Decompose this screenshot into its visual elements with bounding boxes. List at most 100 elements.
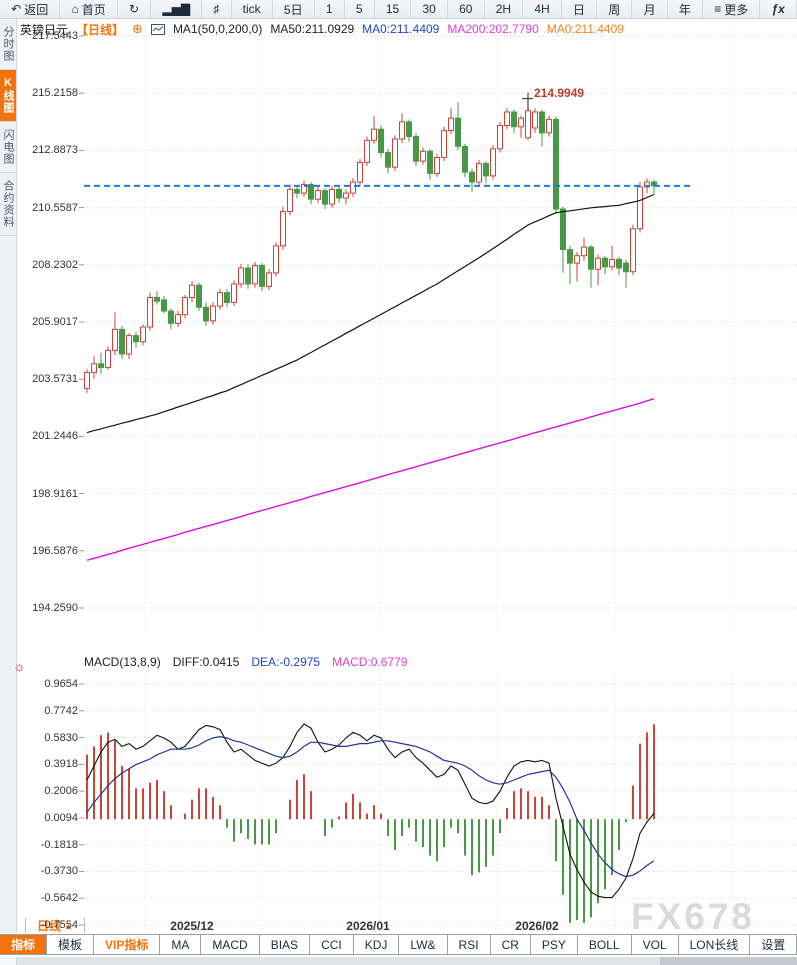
- toolbar-chart-type[interactable]: ▂▅▇: [151, 0, 203, 18]
- macd-axis-label: -0.1818: [40, 839, 78, 851]
- toolbar-label: 日: [573, 2, 586, 17]
- price-axis-label: 205.9017: [32, 316, 78, 328]
- bottom-tab-macd[interactable]: MACD: [201, 935, 260, 954]
- toolbar-tf-1[interactable]: 1: [315, 0, 345, 18]
- symbol-name: 英镑日元: [20, 22, 69, 37]
- kline-window-icon[interactable]: [150, 23, 165, 35]
- toolbar-tf-month[interactable]: 月: [632, 0, 668, 18]
- toolbar-more[interactable]: ≡ 更多: [703, 0, 761, 18]
- sliders-icon: ♯: [213, 2, 220, 16]
- toolbar-indicator-settings[interactable]: ♯: [202, 0, 232, 18]
- bottom-tab-kdj[interactable]: KDJ: [354, 935, 400, 954]
- ma50-value: MA50:211.0929: [270, 22, 355, 36]
- macd-axis-label: 0.9654: [44, 678, 78, 690]
- toolbar-label: 首页: [81, 2, 106, 17]
- macd-diff-value: DIFF:0.0415: [172, 655, 240, 669]
- period-selector[interactable]: 日线 ▲: [25, 918, 85, 933]
- scrollbar-corner: [0, 957, 17, 965]
- toolbar-tf-2h[interactable]: 2H: [485, 0, 524, 18]
- price-axis-label: 208.2302: [32, 259, 78, 271]
- bottom-tab-vol[interactable]: VOL: [632, 935, 679, 954]
- price-axis-label: 212.8873: [32, 144, 78, 156]
- price-axis-label: 203.5731: [32, 373, 78, 385]
- toolbar-label: 2H: [495, 2, 512, 16]
- column-chart-icon: ▂▅▇: [162, 2, 191, 16]
- bottom-tab-templates[interactable]: 模板: [47, 935, 95, 954]
- macd-axis-label: 0.5830: [44, 732, 78, 744]
- toolbar-tf-week[interactable]: 周: [597, 0, 633, 18]
- toolbar-tf-15[interactable]: 15: [375, 0, 412, 18]
- refresh-icon: ↻: [129, 2, 140, 16]
- toolbar-home[interactable]: ⌂ 首页: [60, 0, 118, 18]
- bottom-tab-bias[interactable]: BIAS: [260, 935, 311, 954]
- price-axis-label: 194.2590: [32, 602, 78, 614]
- toolbar-tf-tick[interactable]: tick: [232, 0, 273, 18]
- toolbar-label: 1: [325, 2, 333, 16]
- macd-axis-label: 0.7742: [44, 705, 78, 717]
- back-icon: ↶: [11, 2, 22, 16]
- chart-type-sidebar: 分时图 K线图 闪电图 合约资料: [0, 19, 17, 933]
- toolbar-label: 周: [608, 2, 621, 17]
- toolbar-label: 5: [355, 2, 363, 16]
- price-axis-label: 215.2158: [32, 87, 78, 99]
- plus-circle-icon[interactable]: ⊕: [132, 21, 143, 36]
- bottom-tab-settings[interactable]: 设置: [750, 935, 797, 954]
- toolbar-label: 年: [678, 2, 691, 17]
- toolbar-tf-5d[interactable]: 5日: [273, 0, 315, 18]
- toolbar-label: 30: [422, 2, 436, 16]
- macd-canvas[interactable]: [0, 650, 797, 935]
- toolbar-refresh[interactable]: ↻: [118, 0, 152, 18]
- macd-title: MACD(13,8,9): [84, 655, 161, 669]
- bottom-tab-cci[interactable]: CCI: [310, 935, 354, 954]
- macd-axis-label: 0.0094: [44, 812, 78, 824]
- macd-axis-label: 0.2006: [44, 785, 78, 797]
- price-axis-label: 217.5443: [32, 30, 78, 42]
- chart-header: 英镑日元 【日线】 ⊕ MA1(50,0,200,0) MA50:211.092…: [20, 21, 795, 37]
- bottom-tab-indicators[interactable]: 指标: [0, 935, 48, 954]
- scrollbar-thumb[interactable]: [660, 957, 797, 965]
- toolbar-tf-day[interactable]: 日: [562, 0, 598, 18]
- ma-settings-label: MA1(50,0,200,0): [172, 22, 263, 36]
- macd-header: MACD(13,8,9) DIFF:0.0415 DEA:-0.2975 MAC…: [84, 655, 407, 669]
- toolbar-tf-5[interactable]: 5: [345, 0, 375, 18]
- bottom-tab-vip-indicators[interactable]: VIP指标: [94, 935, 161, 954]
- bottom-tab-psy[interactable]: PSY: [531, 935, 578, 954]
- triangle-up-icon: ▲: [64, 920, 73, 931]
- toolbar-label: 月: [643, 2, 656, 17]
- bottom-tab-boll[interactable]: BOLL: [578, 935, 632, 954]
- sidebar-tab-kline-chart[interactable]: K线图: [0, 70, 16, 122]
- toolbar-label: 5日: [283, 2, 303, 17]
- toolbar-tf-30[interactable]: 30: [411, 0, 448, 18]
- toolbar-label: ƒx: [771, 2, 785, 16]
- x-axis-label: 2026/01: [346, 919, 390, 933]
- high-price-annotation: 214.9949: [534, 86, 585, 100]
- bottom-tab-cr[interactable]: CR: [491, 935, 531, 954]
- indicator-tab-bar: 指标 模板 VIP指标 MA MACD BIAS CCI KDJ LW& RSI CR PSY BOLL…: [0, 934, 797, 955]
- toolbar-tf-4h[interactable]: 4H: [523, 0, 562, 18]
- ma0-orange-value: MA0:211.4409: [546, 22, 624, 36]
- price-axis-label: 196.5876: [32, 545, 78, 557]
- main-chart-canvas[interactable]: [0, 0, 797, 650]
- price-axis-label: 198.9161: [32, 488, 78, 500]
- bottom-tab-lw[interactable]: LW&: [399, 935, 448, 954]
- bottom-tab-lon[interactable]: LON长线: [679, 935, 751, 954]
- period-label: 【日线】: [76, 22, 125, 37]
- macd-macd-value: MACD:0.6779: [332, 655, 408, 669]
- bottom-tab-ma[interactable]: MA: [160, 935, 202, 954]
- toolbar-back[interactable]: ↶ 返回: [0, 0, 61, 18]
- sidebar-tab-lightning-chart[interactable]: 闪电图: [0, 122, 16, 173]
- sidebar-tab-contract-info[interactable]: 合约资料: [0, 173, 16, 236]
- indicator-sun-icon[interactable]: ☼: [13, 658, 26, 674]
- toolbar-label: 更多: [724, 2, 749, 17]
- macd-dea-value: DEA:-0.2975: [251, 655, 321, 669]
- toolbar-tf-year[interactable]: 年: [668, 0, 704, 18]
- toolbar-label: 15: [385, 2, 400, 16]
- toolbar-tf-60[interactable]: 60: [448, 0, 485, 18]
- home-icon: ⌂: [71, 2, 79, 16]
- macd-axis-label: -0.5642: [40, 892, 78, 904]
- bottom-tab-rsi[interactable]: RSI: [448, 935, 491, 954]
- sidebar-tab-time-chart[interactable]: 分时图: [0, 19, 16, 70]
- price-axis-label: 210.5587: [32, 202, 78, 214]
- horizontal-scrollbar[interactable]: [0, 957, 797, 965]
